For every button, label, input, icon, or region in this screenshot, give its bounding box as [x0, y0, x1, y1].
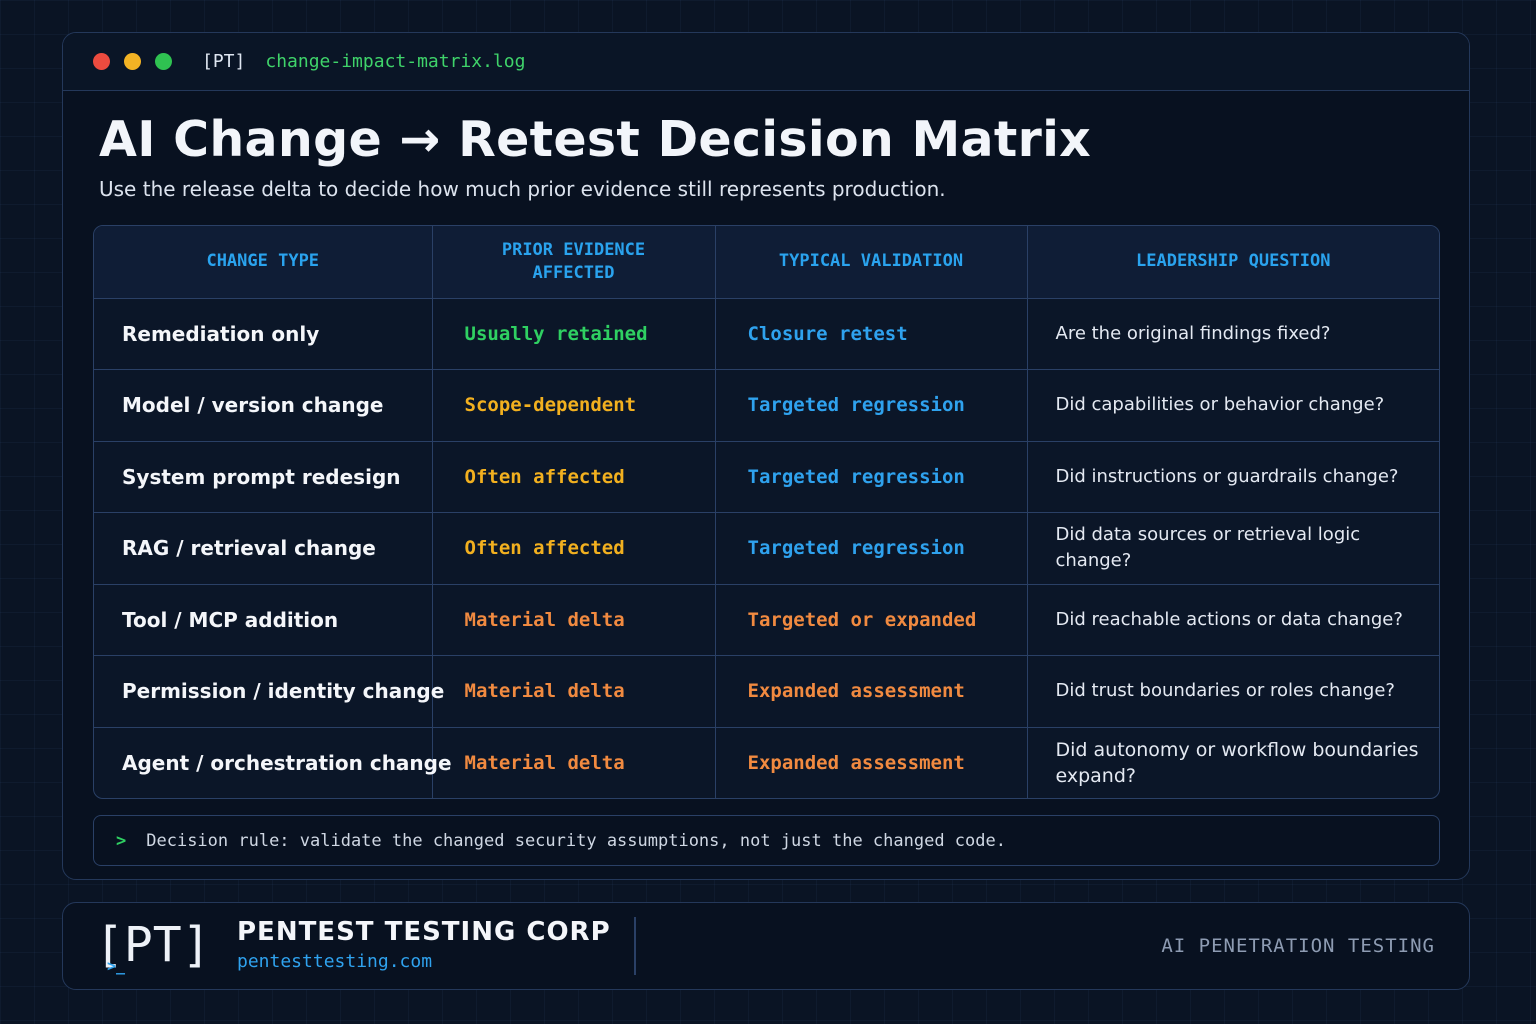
question-cell: Did autonomy or workflow boundaries expa… — [1055, 739, 1419, 787]
question-cell: Are the original findings fixed? — [1027, 298, 1439, 370]
validation-cell: Expanded assessment — [715, 727, 1028, 798]
footer-divider — [634, 917, 636, 975]
validation-cell: Closure retest — [715, 298, 1028, 370]
table-row: Remediation only Usually retained Closur… — [94, 298, 1439, 370]
change-type-cell: Model / version change — [94, 369, 433, 442]
question-cell: Did trust boundaries or roles change? — [1027, 655, 1439, 728]
window-tag: [PT] — [202, 51, 246, 72]
company-url-link[interactable]: pentesttesting.com — [237, 951, 433, 972]
matrix-window: [PT] change-impact-matrix.log AI Change … — [62, 32, 1470, 880]
table-row: Model / version change Scope-dependent T… — [94, 369, 1439, 442]
validation-cell: Targeted regression — [715, 369, 1028, 442]
table-row: Agent / orchestration change Material de… — [94, 727, 1439, 798]
brand-footer: [PT] >_ PENTEST TESTING CORP pentesttest… — [62, 902, 1470, 990]
table-row: Tool / MCP addition Material delta Targe… — [94, 584, 1439, 656]
table-row: System prompt redesign Often affected Ta… — [94, 441, 1439, 513]
evidence-cell: Material delta — [432, 655, 716, 728]
terminal-prompt-icon: > — [116, 830, 127, 851]
question-cell: Did instructions or guardrails change? — [1027, 441, 1439, 513]
decision-matrix-table: CHANGE TYPE PRIOR EVIDENCE AFFECTED TYPI… — [93, 225, 1440, 799]
logo-prompt-text: >_ — [107, 957, 126, 975]
change-type-cell: Permission / identity change — [94, 655, 444, 728]
maximize-window-dot[interactable] — [155, 53, 172, 70]
column-header-change-type: CHANGE TYPE — [94, 226, 433, 299]
validation-cell: Targeted regression — [715, 512, 1028, 585]
column-header-prior-evidence: PRIOR EVIDENCE AFFECTED — [432, 226, 716, 299]
change-type-cell: RAG / retrieval change — [94, 512, 433, 585]
question-cell: Did reachable actions or data change? — [1027, 584, 1439, 656]
evidence-cell: Material delta — [432, 727, 716, 798]
change-type-cell: System prompt redesign — [94, 441, 433, 513]
question-cell: Did capabilities or behavior change? — [1027, 369, 1439, 442]
page-title: AI Change → Retest Decision Matrix — [99, 111, 1092, 168]
validation-cell: Targeted or expanded — [715, 584, 1028, 656]
decision-rule-bar: > Decision rule: validate the changed se… — [93, 815, 1440, 866]
table-row: Permission / identity change Material de… — [94, 655, 1439, 728]
page-subtitle: Use the release delta to decide how much… — [99, 177, 946, 201]
table-row: RAG / retrieval change Often affected Ta… — [94, 512, 1439, 585]
change-type-cell: Agent / orchestration change — [94, 727, 452, 798]
column-header-typical-validation: TYPICAL VALIDATION — [715, 226, 1028, 299]
decision-rule-text: Decision rule: validate the changed secu… — [146, 830, 1006, 851]
window-filename: change-impact-matrix.log — [265, 51, 526, 72]
title-bar: [PT] change-impact-matrix.log — [63, 33, 1469, 91]
column-header-leadership-question: LEADERSHIP QUESTION — [1027, 226, 1439, 299]
validation-cell: Targeted regression — [715, 441, 1028, 513]
evidence-cell: Often affected — [432, 441, 716, 513]
logo-bracket-text: [PT] — [95, 917, 205, 973]
pt-logo-icon: [PT] >_ — [95, 917, 205, 975]
minimize-window-dot[interactable] — [124, 53, 141, 70]
close-window-dot[interactable] — [93, 53, 110, 70]
change-type-cell: Remediation only — [94, 298, 433, 370]
question-cell: Did data sources or retrieval logic chan… — [1027, 512, 1439, 585]
company-name: PENTEST TESTING CORP — [237, 917, 611, 947]
evidence-cell: Often affected — [432, 512, 716, 585]
evidence-cell: Material delta — [432, 584, 716, 656]
evidence-cell: Usually retained — [432, 298, 716, 370]
table-header-row: CHANGE TYPE PRIOR EVIDENCE AFFECTED TYPI… — [94, 226, 1439, 299]
evidence-cell: Scope-dependent — [432, 369, 716, 442]
footer-tagline: AI PENETRATION TESTING — [1161, 935, 1435, 957]
change-type-cell: Tool / MCP addition — [94, 584, 433, 656]
validation-cell: Expanded assessment — [715, 655, 1028, 728]
